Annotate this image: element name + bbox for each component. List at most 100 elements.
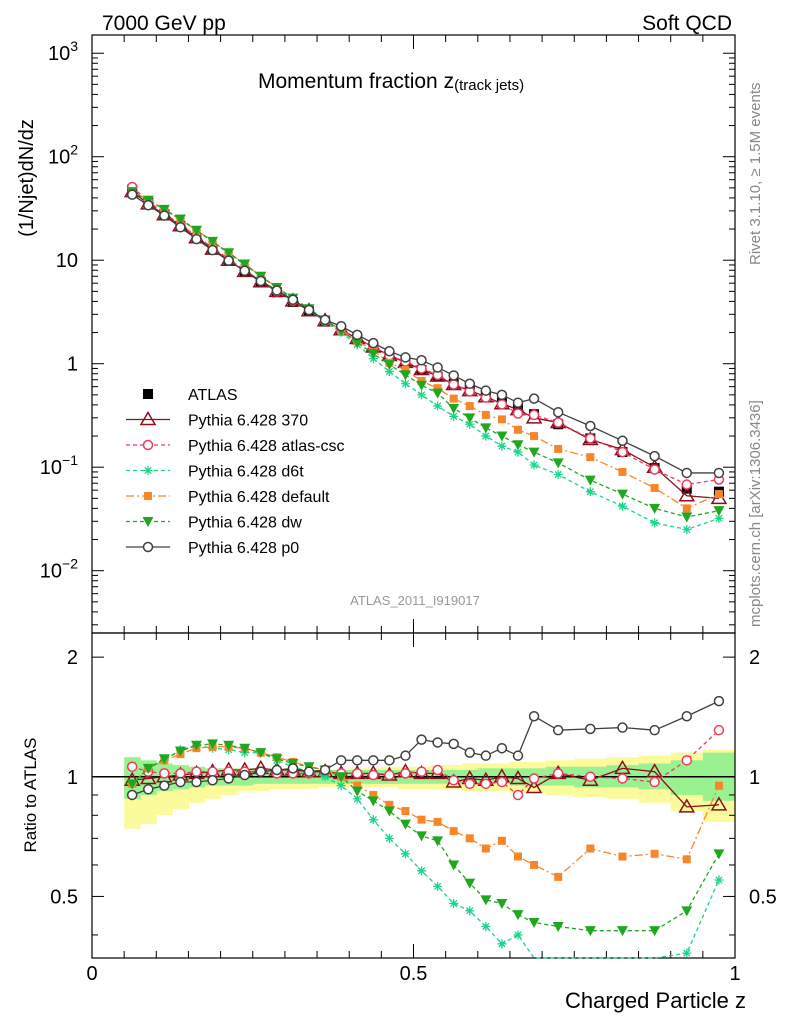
ratio-point: [369, 790, 378, 799]
data-point: [530, 432, 539, 441]
series-line: [131, 194, 719, 474]
title-main: Momentum fraction z: [258, 70, 454, 93]
ratio-point: [464, 778, 476, 790]
ratio-point: [509, 770, 527, 785]
ratio-point: [416, 831, 428, 842]
ratio-point: [416, 766, 427, 777]
data-point: [191, 233, 202, 245]
ratio-point: [384, 833, 394, 843]
data-point: [585, 420, 596, 432]
ratio-point: [616, 926, 628, 937]
ratio-series-pythia-6-428-p0: [126, 695, 725, 801]
ratio-point: [528, 917, 540, 928]
ratio-point: [512, 910, 524, 921]
ratio-point: [513, 930, 523, 940]
ratio-tick-label-left: 1: [67, 767, 78, 789]
data-point: [401, 365, 410, 374]
title-sub: (track jets): [454, 77, 524, 94]
ratio-point: [586, 844, 595, 853]
ratio-point: [399, 819, 411, 830]
ratio-point: [417, 815, 426, 824]
y-tick-label: 102: [48, 142, 78, 169]
data-point: [528, 447, 540, 458]
data-point: [174, 214, 186, 225]
data-point: [713, 467, 725, 479]
ratio-tick-label-left: 0.5: [50, 886, 78, 908]
ratio-point: [681, 906, 693, 917]
ratio-point: [271, 764, 283, 776]
data-point: [449, 394, 458, 403]
ratio-point: [464, 878, 476, 889]
y-axis-label-ratio: Ratio to ATLAS: [21, 738, 40, 853]
ratio-point: [448, 738, 459, 750]
ratio-point: [554, 872, 563, 881]
ratio-point: [190, 740, 202, 751]
legend-marker: [143, 466, 153, 475]
y-tick-base: 10: [56, 250, 78, 272]
data-point: [554, 444, 563, 453]
data-point: [432, 388, 444, 399]
x-tick-label: 0: [86, 963, 97, 985]
data-point: [681, 479, 693, 490]
legend-entry: Pythia 6.428 p0: [126, 540, 299, 557]
data-point: [351, 338, 363, 349]
header-right: Soft QCD: [642, 12, 732, 35]
ratio-point: [448, 860, 460, 871]
data-point: [399, 370, 411, 381]
ratio-point: [432, 764, 443, 776]
ratio-point: [714, 781, 723, 790]
ratio-point: [158, 754, 170, 765]
ratio-point: [335, 772, 347, 783]
ratio-point: [271, 754, 283, 765]
y-tick-label: 1: [67, 354, 78, 376]
ratio-point: [552, 724, 564, 736]
data-point: [433, 384, 442, 393]
data-point: [585, 433, 596, 444]
data-point: [714, 490, 723, 499]
legend-label: ATLAS: [188, 387, 238, 404]
ratio-tick-label-right: 2: [749, 647, 760, 669]
ratio-point: [385, 800, 394, 809]
data-point: [271, 285, 283, 296]
data-point: [464, 378, 476, 390]
ratio-point: [353, 781, 362, 790]
ratio-point: [223, 740, 235, 751]
ratio-tick-label-right: 1: [749, 767, 760, 789]
ratio-point: [617, 773, 628, 784]
ratio-point: [336, 781, 346, 791]
ratio-point: [530, 860, 539, 869]
data-point: [649, 464, 660, 475]
ratio-point: [584, 926, 596, 937]
ratio-series-pythia-6-428-atlas-csc: [126, 724, 725, 801]
ratio-point: [713, 724, 725, 736]
ratio-point: [367, 796, 379, 807]
header-left: 7000 GeV pp: [102, 12, 226, 35]
data-point: [512, 408, 524, 419]
ratio-point: [207, 739, 219, 750]
y-tick-base: 1: [67, 354, 78, 376]
ratio-point: [678, 798, 696, 813]
ratio-point: [320, 772, 330, 782]
ratio-point: [480, 750, 492, 761]
ratio-point: [465, 906, 475, 916]
data-point: [175, 222, 186, 233]
ratio-point: [497, 939, 507, 949]
ratio-point: [649, 776, 660, 788]
ratio-point: [255, 748, 267, 759]
ratio-point: [432, 737, 443, 748]
data-point: [617, 446, 628, 458]
ratio-point: [383, 806, 395, 817]
data-point: [585, 487, 595, 497]
ratio-point: [464, 747, 476, 758]
data-point: [481, 431, 491, 441]
rivet-version: Rivet 3.1.10, ≥ 1.5M events: [747, 83, 764, 266]
data-point: [207, 236, 219, 247]
data-point: [239, 265, 250, 277]
data-point: [496, 399, 508, 410]
data-point: [513, 425, 522, 434]
legend-entry: ATLAS: [143, 387, 238, 404]
ratio-point: [481, 844, 490, 853]
ratio-point: [401, 807, 410, 816]
data-point: [682, 525, 692, 535]
analysis-watermark: ATLAS_2011_I919017: [350, 593, 480, 608]
